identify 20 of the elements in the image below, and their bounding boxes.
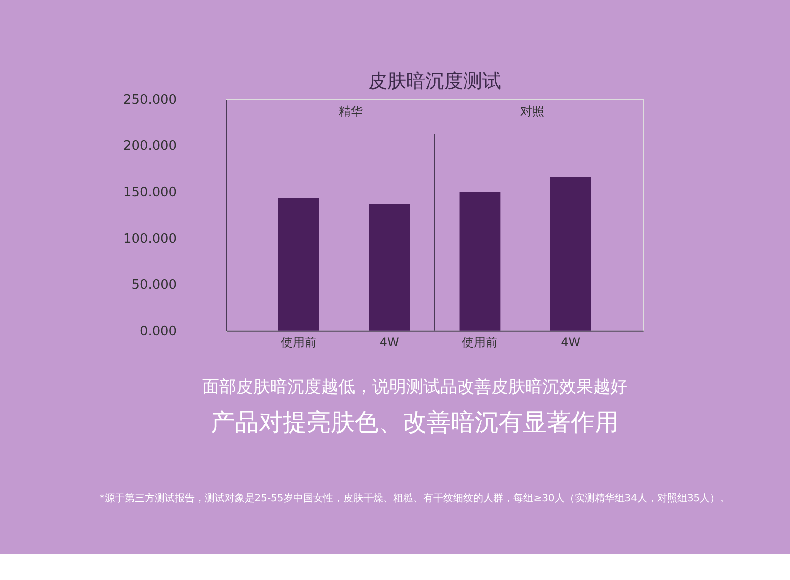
bar [369,204,410,331]
text: 面部皮肤暗沉度越低，说明测试品改善皮肤暗沉效果越好 [202,376,628,397]
y-tick-label: 200.000 [123,139,178,154]
y-tick-label: 150.000 [123,186,178,201]
annotation: 对照 [520,104,544,118]
annotation: 精华 [339,104,364,118]
y-tick-label: 250.000 [123,92,178,108]
bar [550,177,592,331]
x-tick-label: 4W [380,335,400,350]
y-tick-label: 0.000 [140,324,178,340]
y-tick-label: 50.000 [132,278,178,294]
text: 产品对提亮肤色、改善暗沉有显著作用 [210,408,619,437]
bar [460,192,501,331]
bar [278,198,320,331]
y-tick-label: 100.000 [123,232,178,247]
text: *源于第三方测试报告，测试对象是25-55岁中国女性，皮肤干燥、粗糙、有干纹细纹的人群，每组≥30人（实测精华组34人，对照组35人）。 [100,492,730,504]
chart-title: 皮肤暗沉度测试 [368,70,502,92]
x-tick-label: 使用前 [462,335,498,350]
x-tick-label: 使用前 [280,335,317,350]
x-tick-label: 4W [561,335,581,350]
